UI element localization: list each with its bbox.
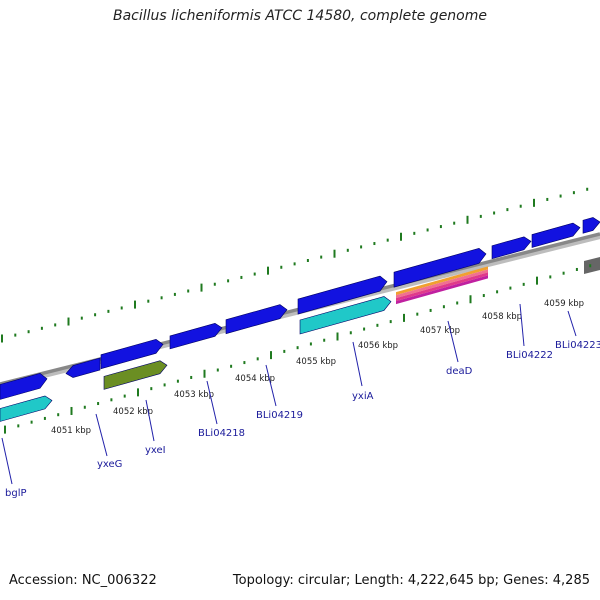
gene-leader-line [447, 320, 459, 363]
gene-label: yxeG [97, 459, 122, 470]
gene-label: deaD [446, 366, 473, 377]
gene-label: BLi04222 [506, 350, 553, 361]
kbp-label: 4056 kbp [358, 341, 398, 351]
gene-label: BLi04218 [198, 428, 245, 439]
gene-leader-line [567, 310, 577, 337]
gene-arrow [0, 395, 53, 422]
deaD-band [396, 275, 488, 305]
gene-leader-line [352, 341, 363, 387]
kbp-label: 4058 kbp [482, 312, 522, 322]
gene-label: bglP [5, 488, 27, 499]
lower-tick-ruler [4, 264, 592, 434]
deaD-band [396, 272, 488, 302]
deaD-band [396, 269, 488, 299]
gene-leader-line [265, 364, 277, 407]
gene-arrow [100, 338, 164, 370]
gene-leader-line [206, 380, 218, 425]
kbp-label: 4051 kbp [51, 426, 91, 436]
gene-arrow [297, 275, 388, 315]
accession-text: Accession: NC_006322 [9, 573, 157, 588]
gene-labels: bglP yxeG yxeI BLi04218 BLi04219 yxiA deaD BLi0… [1, 303, 600, 499]
kbp-label: 4057 kbp [420, 326, 460, 336]
kbp-label: 4059 kbp [544, 299, 584, 309]
gene-arrow [0, 372, 48, 400]
grey-feature [584, 257, 600, 274]
gene-arrow [582, 217, 600, 234]
gene-arrow [491, 236, 532, 260]
gene-arrow [65, 357, 101, 378]
gene-label: BLi04219 [256, 410, 303, 421]
topology-summary: Topology: circular; Length: 4,222,645 bp… [232, 573, 590, 588]
gene-arrow [393, 248, 487, 288]
gene-leader-line [145, 399, 155, 442]
gene-arrow [225, 304, 288, 335]
gene-leader-line [519, 303, 525, 347]
kbp-label: 4053 kbp [174, 390, 214, 400]
upper-tick-ruler [1, 187, 589, 343]
gene-label: BLi04223 [555, 340, 600, 351]
gene-label: yxeI [145, 445, 166, 456]
gene-leader-line [1, 437, 13, 485]
gene-arrow [169, 322, 223, 350]
gene-features [0, 217, 600, 422]
map-title: Bacillus licheniformis ATCC 14580, compl… [113, 8, 487, 24]
gene-label: yxiA [352, 391, 374, 402]
kbp-label: 4054 kbp [235, 374, 275, 384]
gene-arrow [103, 360, 168, 390]
kbp-label: 4055 kbp [296, 357, 336, 367]
kbp-labels: 4051 kbp 4052 kbp 4053 kbp 4054 kbp 4055 kbp… [51, 299, 584, 436]
kbp-label: 4052 kbp [113, 407, 153, 417]
gene-arrow [531, 222, 581, 248]
deaD-band [396, 266, 488, 296]
gene-leader-line [95, 413, 108, 457]
gene-arrow [299, 296, 392, 335]
